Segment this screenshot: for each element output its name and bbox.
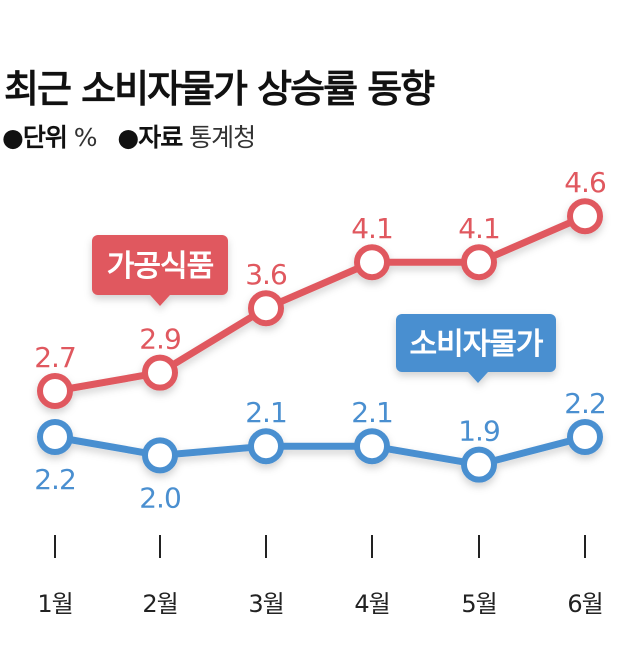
unit-value: % [73,123,98,152]
data-point [461,244,497,281]
data-label: 2.1 [351,396,393,429]
x-tick-label: 2월 [142,590,177,618]
chart-title: 최근 소비자물가 상승률 동향 [4,67,435,111]
unit-label: ●단위 [2,123,68,152]
legend-label: 소비자물가 [410,327,544,362]
callout-pointer [150,295,170,306]
source-value: 통계청 [189,123,256,152]
series-processed-food [37,198,603,409]
data-point [567,419,603,455]
series-cpi [37,419,603,483]
data-point [354,428,390,465]
series-line [54,433,586,469]
data-point [37,373,73,409]
data-label: 2.2 [34,463,76,496]
x-tick-label: 5월 [461,590,496,618]
x-tick-label: 4월 [354,590,389,618]
x-tick-label: 6월 [567,590,602,618]
data-label: 4.1 [351,212,393,245]
callout-box [92,235,228,295]
data-label: 2.1 [245,396,287,429]
data-point [37,419,73,455]
data-point [248,428,284,465]
data-label: 4.6 [564,166,606,199]
data-point [248,290,284,327]
source-label: ●자료 [117,123,183,152]
data-point [354,244,390,281]
data-label: 1.9 [458,415,500,448]
callout-pointer [468,372,488,383]
data-point [567,198,603,235]
data-point [461,446,497,483]
data-label: 4.1 [458,212,500,245]
data-label: 3.6 [245,258,287,291]
data-point [142,354,178,391]
chart-meta: ●단위 % ●자료 통계청 [2,118,256,154]
x-tick-label: 3월 [248,590,283,618]
callout-box [396,314,556,372]
data-label: 2.7 [34,341,76,374]
x-tick-label: 1월 [37,590,72,618]
data-point [142,437,178,474]
legend-callout-processed-food: 가공식품 [92,235,228,306]
data-label: 2.2 [564,387,606,420]
legend-callout-cpi: 소비자물가 [396,314,556,383]
data-label: 2.0 [139,481,181,514]
data-label: 2.9 [139,323,181,356]
legend-label: 가공식품 [107,249,214,284]
